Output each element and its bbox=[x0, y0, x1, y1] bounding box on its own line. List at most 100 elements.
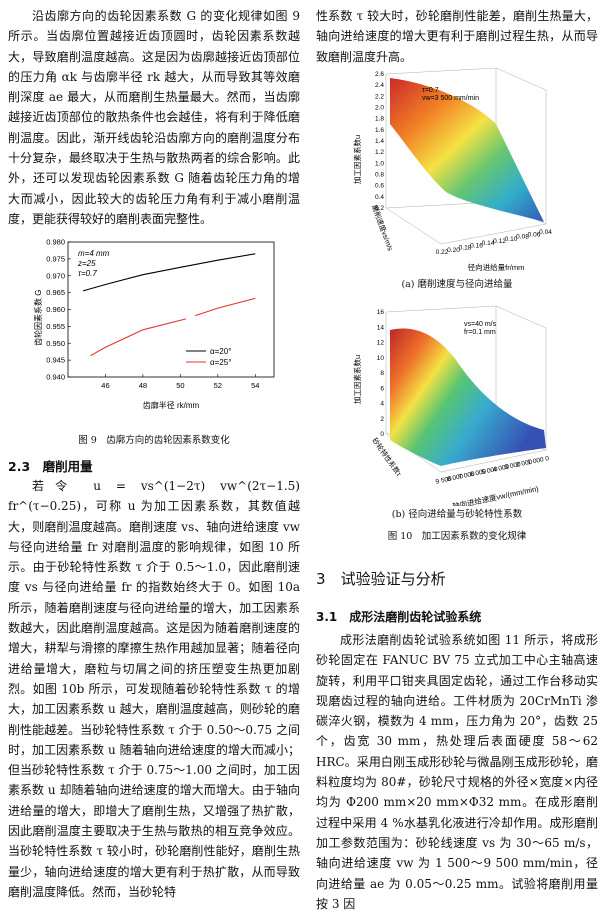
fig10b-xtick-label: 4 000 bbox=[492, 463, 510, 473]
fig10a-ztick-label: 2.4 bbox=[375, 82, 384, 89]
fig10a-zlabel: 加工因素系数u bbox=[352, 135, 362, 184]
fig10a-ztick-label: 1.2 bbox=[375, 149, 384, 156]
fig10b-xtick-label: 6 000 bbox=[469, 468, 487, 478]
fig10b-ztick-label: 16 bbox=[377, 309, 385, 316]
fig10a-ztick-label: 1.8 bbox=[375, 116, 384, 123]
section-title: 磨削用量 bbox=[42, 459, 93, 474]
section-number: 3.1 bbox=[316, 610, 338, 624]
fig9-ytick-label: 0.960 bbox=[46, 305, 65, 314]
fig10b-xtick-label: 9 500 bbox=[435, 475, 453, 485]
fig10b-ztick-label: 14 bbox=[377, 324, 385, 331]
fig10b-caption: (b) 径向进给量与砂轮特性系数 bbox=[391, 509, 523, 520]
fig9-series-line-2 bbox=[195, 297, 256, 317]
fig10b-xtick-label: 0 bbox=[545, 455, 550, 463]
fig10a-xtick-label: 0.22 bbox=[436, 249, 449, 256]
fig10b-ztick-label: 8 bbox=[380, 370, 384, 377]
fig10b-xlabel: 轴向进给速度vw/(mm/min) bbox=[451, 483, 540, 506]
fig9-ytick-label: 0.950 bbox=[46, 339, 65, 348]
fig10b-param-fr: fr=0.1 mm bbox=[464, 329, 496, 336]
fig10b-xtick-label: 3 000 bbox=[504, 461, 522, 471]
fig10b-xtick-label: 8 000 bbox=[446, 473, 464, 483]
fig10a-caption: (a) 磨削速度与径向进给量 bbox=[401, 279, 513, 290]
fig9-xtick-label: 54 bbox=[251, 381, 259, 390]
fig10a-ztick-label: 1.0 bbox=[375, 160, 384, 167]
fig10b-ztick-label: 0 bbox=[380, 431, 384, 438]
fig9-ytick-label: 0.980 bbox=[46, 238, 65, 247]
fig10a-surface-plot: 0.20.40.60.81.01.21.41.61.82.02.22.42.6 … bbox=[352, 67, 553, 272]
fig9-ylabel: 齿轮因素系数 G bbox=[33, 290, 43, 346]
fig10b-ztick-label: 10 bbox=[377, 355, 385, 362]
fig10b-z-ticks: 0 2 4 6 8 10 12 14 16 bbox=[377, 309, 385, 438]
fig9-ytick-label: 0.940 bbox=[46, 373, 65, 382]
fig9-series bbox=[82, 253, 256, 357]
fig10a-xtick-label: 0.12 bbox=[493, 238, 506, 245]
fig10b-ztick-label: 6 bbox=[380, 385, 384, 392]
fig10-caption: 图 10 加工因素系数的变化规律 bbox=[387, 531, 527, 542]
fig10a-ztick-label: 2.2 bbox=[375, 93, 384, 100]
fig10b-xtick-label: 2 000 bbox=[515, 459, 533, 469]
fig10a-xlabel: 径向进给量fr/mm bbox=[468, 262, 525, 272]
fig9-legend-a25: α=25° bbox=[210, 358, 231, 367]
fig10b-ztick-label: 2 bbox=[380, 416, 384, 423]
fig9-ytick-label: 0.965 bbox=[46, 288, 65, 297]
fig10b-param-vs: vs=40 m/s bbox=[464, 321, 497, 328]
fig10a-ztick-label: 0.2 bbox=[375, 205, 384, 212]
fig10a-ztick-label: 0.6 bbox=[375, 183, 384, 190]
fig10b-xtick-label: 5 000 bbox=[481, 466, 499, 476]
fig9-param-tau: τ=0.7 bbox=[78, 269, 97, 278]
fig10a-ztick-label: 1.6 bbox=[375, 127, 384, 134]
fig9-series-line-1 bbox=[90, 318, 187, 357]
section-3-1-heading: 3.1 成形法磨削齿轮试验系统 bbox=[316, 608, 481, 625]
fig10a-xtick-label: 0.16 bbox=[470, 242, 483, 249]
fig9-ytick-label: 0.970 bbox=[46, 271, 65, 280]
fig9-xtick-label: 50 bbox=[176, 381, 184, 390]
fig10a-xtick-label: 0.04 bbox=[539, 229, 552, 236]
fig9-series-line-0 bbox=[82, 253, 256, 292]
left-bottom-paragraph: 若令 u = vs^(1−2τ) vw^(2τ−1.5) fr^(τ−0.25)… bbox=[8, 479, 300, 899]
fig10a-ztick-label: 2.6 bbox=[375, 71, 384, 78]
fig10a-ztick-label: 0.8 bbox=[375, 172, 384, 179]
fig10a-xtick-label: 0.06 bbox=[528, 231, 541, 238]
fig9-legend: α=20° α=25° bbox=[186, 347, 231, 367]
fig9-ytick-label: 0.955 bbox=[46, 322, 65, 331]
fig10a-xtick-label: 0.18 bbox=[459, 245, 472, 252]
fig10a-surface bbox=[390, 78, 544, 222]
fig10b-zlabel: 加工因素系数u bbox=[352, 355, 362, 404]
fig9-xtick-label: 48 bbox=[139, 381, 147, 390]
fig9-ytick-label: 0.945 bbox=[46, 356, 65, 365]
section-3-heading: 3 试验验证与分析 bbox=[316, 568, 446, 589]
fig10a-xtick-label: 0.10 bbox=[505, 236, 518, 243]
fig9-param-z: z=25 bbox=[77, 259, 96, 268]
fig10b-ztick-label: 12 bbox=[377, 340, 385, 347]
section-number: 3 bbox=[316, 570, 326, 588]
fig10b-ztick-label: 4 bbox=[380, 401, 384, 408]
section-title: 成形法磨削齿轮试验系统 bbox=[349, 610, 482, 624]
fig10b-surface bbox=[390, 328, 546, 466]
fig9-xtick-label: 52 bbox=[214, 381, 222, 390]
fig9-xlabel: 齿廓半径 rk/mm bbox=[143, 400, 200, 410]
fig10a-xtick-label: 0.14 bbox=[482, 240, 495, 247]
fig10a-ztick-label: 0.4 bbox=[375, 194, 384, 201]
fig10b-xtick-label: 7 000 bbox=[458, 471, 476, 481]
left-top-paragraph: 沿齿廓方向的齿轮因素系数 G 的变化规律如图 9 所示。当齿廓位置越接近齿顶圆时… bbox=[8, 9, 300, 226]
fig9-param-m: m=4 mm bbox=[78, 249, 110, 258]
fig10a-x-ticks: 0.220.200.180.160.140.120.100.080.060.04 bbox=[436, 229, 553, 256]
fig10a-xtick-label: 0.20 bbox=[447, 247, 460, 254]
fig9-chart: 0.940 0.945 0.950 0.955 0.960 0.965 0.970 0.975… bbox=[33, 238, 275, 410]
fig9-xtick-label: 46 bbox=[101, 381, 109, 390]
fig10b-xtick-label: 1 000 bbox=[527, 456, 545, 466]
section-number: 2.3 bbox=[8, 459, 31, 474]
fig10a-ztick-label: 2.0 bbox=[375, 105, 384, 112]
fig9-legend-a20: α=20° bbox=[210, 347, 231, 356]
fig9-plot-frame bbox=[67, 241, 275, 378]
fig10a-xtick-label: 0.08 bbox=[516, 234, 529, 241]
fig10a-param-tau: τ=0.7 bbox=[422, 87, 439, 94]
right-bottom-paragraph: 成形法磨削齿轮试验系统如图 11 所示，将成形砂轮固定在 FANUC BV 75… bbox=[316, 633, 598, 911]
section-2-3-heading: 2.3 磨削用量 bbox=[8, 456, 93, 475]
fig9-ytick-label: 0.975 bbox=[46, 254, 65, 263]
section-title: 试验验证与分析 bbox=[340, 570, 446, 588]
fig10a-ztick-label: 1.4 bbox=[375, 138, 384, 145]
fig10a-param-vw: vw=3 500 mm/min bbox=[422, 95, 479, 102]
